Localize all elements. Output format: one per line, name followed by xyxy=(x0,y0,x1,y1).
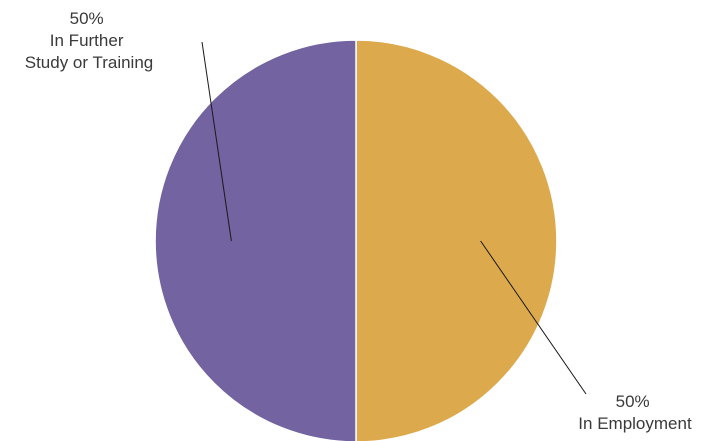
slice-value-label-employment: 50% xyxy=(616,392,650,411)
slice-value-label-further-study: 50% xyxy=(70,9,104,28)
slice-label-further-study: 50% In Further Study or Training xyxy=(25,9,154,72)
leader-line-further-study xyxy=(201,41,232,242)
slice-label-employment: 50% In Employment xyxy=(578,392,692,433)
slice-category-label-further-study-line-2: Study or Training xyxy=(25,53,154,72)
leader-line-employment xyxy=(480,240,587,395)
slice-category-label-employment: In Employment xyxy=(578,414,692,433)
slice-category-label-further-study-line-1: In Further xyxy=(50,31,124,50)
slice-further-study xyxy=(154,39,357,441)
pie-slices xyxy=(154,39,558,441)
slice-employment xyxy=(355,39,558,441)
leader-lines xyxy=(201,41,587,395)
